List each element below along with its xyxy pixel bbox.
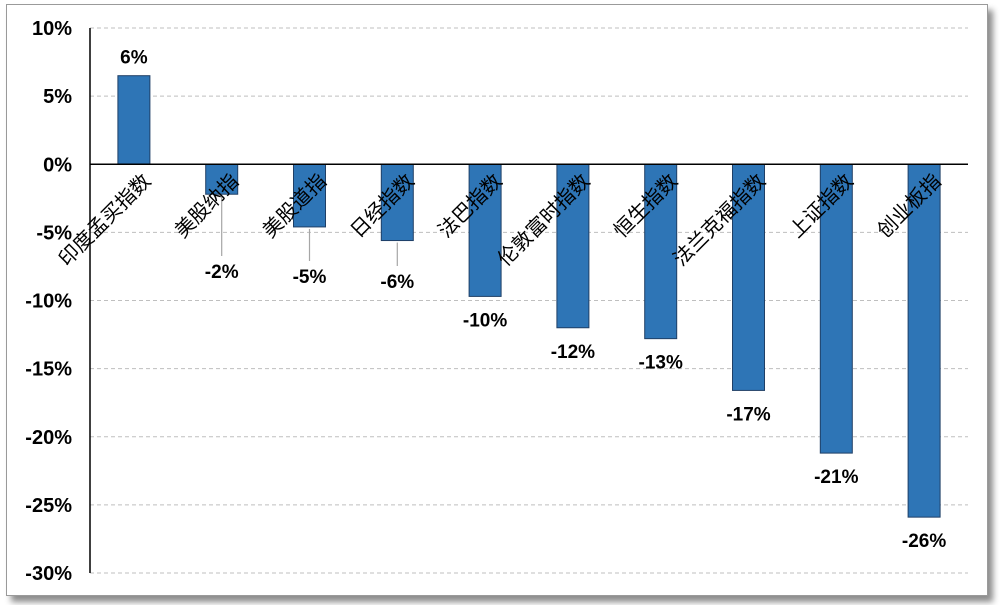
y-tick-label: -15%: [25, 359, 72, 381]
data-label: -10%: [463, 310, 507, 331]
data-label: -2%: [205, 262, 239, 283]
bar-2: [293, 163, 326, 228]
data-label: -5%: [293, 267, 327, 288]
bar-4: [468, 163, 502, 297]
y-tick-label: -20%: [25, 427, 72, 449]
bar-0: [117, 75, 151, 165]
data-label: -26%: [902, 531, 946, 552]
data-label: -17%: [726, 404, 770, 425]
bar-7: [732, 163, 765, 391]
data-label: 6%: [120, 48, 148, 69]
bar-3: [380, 163, 414, 242]
data-label: -12%: [551, 342, 595, 363]
y-tick-label: -30%: [25, 563, 72, 585]
category-label: 印度孟买指数: [54, 169, 156, 271]
data-label: -21%: [814, 467, 858, 488]
y-tick-label: 10%: [32, 18, 72, 40]
y-tick-label: 5%: [43, 86, 72, 108]
data-label: -13%: [639, 353, 683, 374]
y-tick-label: -25%: [25, 495, 72, 517]
y-tick-label: -5%: [36, 222, 72, 244]
bar-6: [644, 163, 678, 340]
data-label: -6%: [380, 272, 414, 293]
bar-9: [907, 163, 941, 518]
bar-5: [556, 163, 590, 329]
y-tick-label: 0%: [43, 154, 72, 176]
y-tick-label: -10%: [25, 291, 72, 313]
